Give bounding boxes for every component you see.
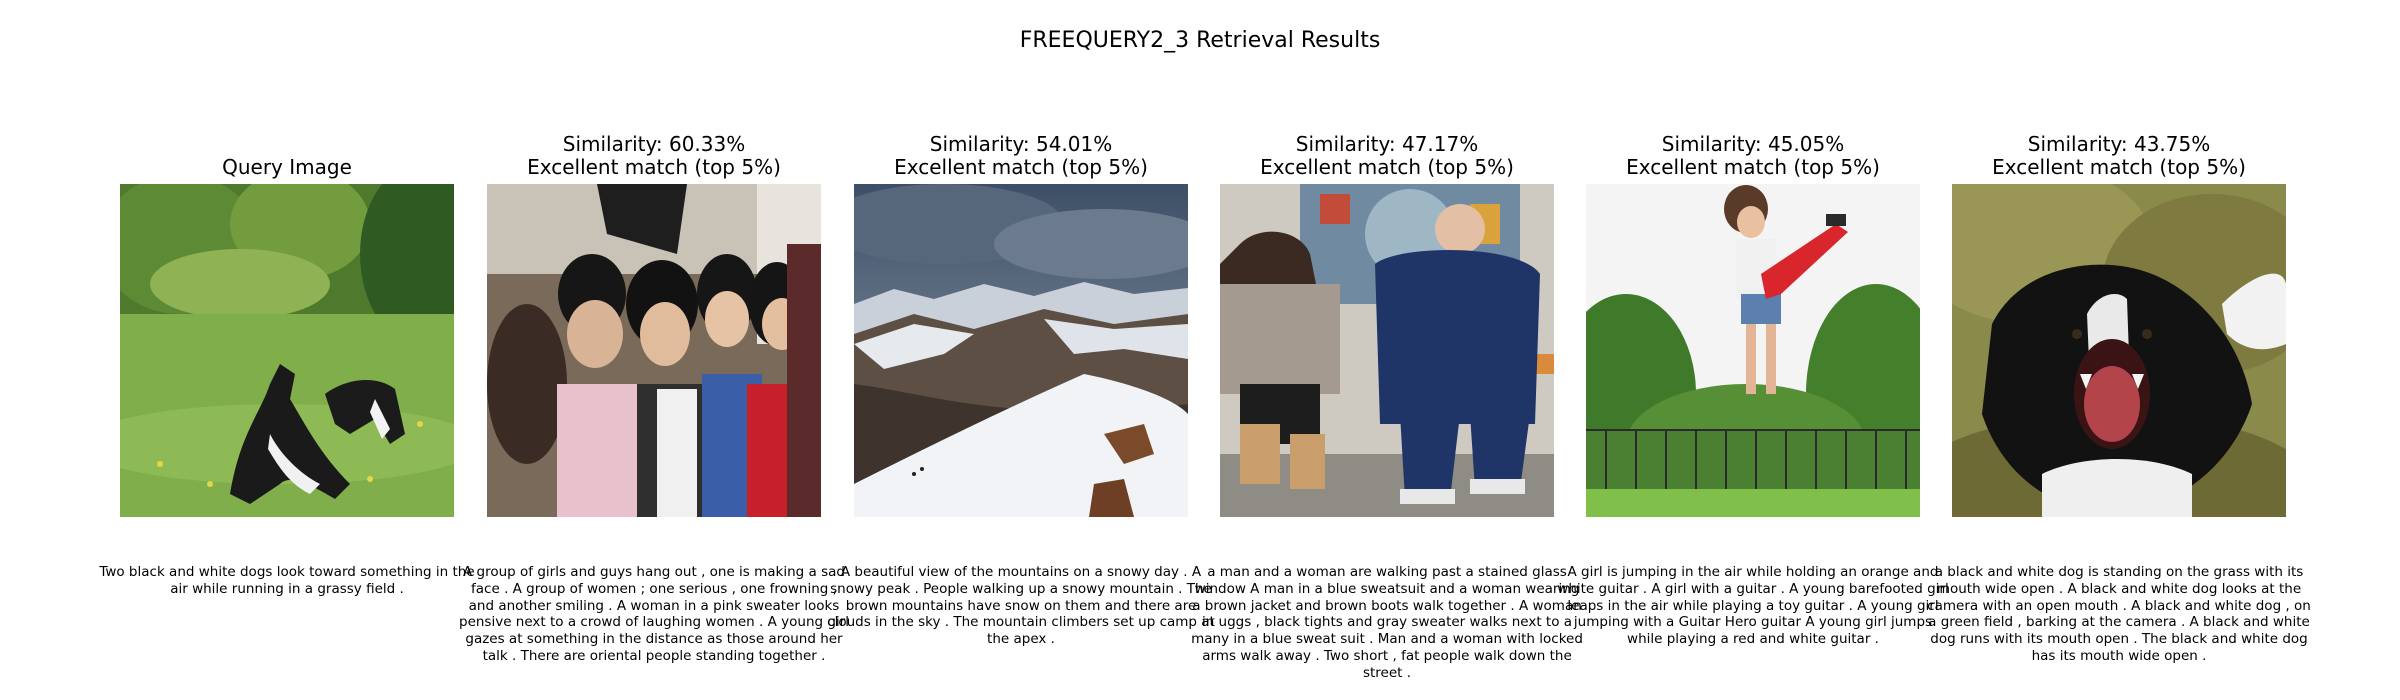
caption: A girl is jumping in the air while holdi… xyxy=(1557,564,1949,648)
result-panel: Similarity: 47.17% Excellent match (top … xyxy=(1191,0,1583,700)
panel-title-line: Query Image xyxy=(222,155,352,179)
query-image xyxy=(120,184,454,517)
caption: Two black and white dogs look toward som… xyxy=(99,564,475,597)
match-label: Excellent match (top 5%) xyxy=(1626,155,1880,179)
match-label: Excellent match (top 5%) xyxy=(894,155,1148,179)
similarity-label: Similarity: 60.33% xyxy=(562,132,746,156)
caption: A group of girls and guys hang out , one… xyxy=(459,564,849,664)
panel-title: Similarity: 47.17% Excellent match (top … xyxy=(1190,133,1584,179)
result-panel: Similarity: 45.05% Excellent match (top … xyxy=(1557,0,1948,700)
similarity-label: Similarity: 54.01% xyxy=(929,132,1113,156)
caption: a black and white dog is standing on the… xyxy=(1927,564,2311,664)
panel-title: Query Image xyxy=(90,156,484,179)
result-image xyxy=(487,184,821,517)
result-image xyxy=(1586,184,1920,517)
panel-title: Similarity: 43.75% Excellent match (top … xyxy=(1922,133,2316,179)
similarity-label: Similarity: 43.75% xyxy=(2027,132,2211,156)
result-panel: Similarity: 60.33% Excellent match (top … xyxy=(459,0,849,700)
figure-title: FREEQUERY2_3 Retrieval Results xyxy=(1019,28,1381,53)
caption: A beautiful view of the mountains on a s… xyxy=(827,564,1215,648)
panel-title: Similarity: 45.05% Excellent match (top … xyxy=(1556,133,1950,179)
result-panel: Similarity: 43.75% Excellent match (top … xyxy=(1927,0,2311,700)
panel-title: Similarity: 60.33% Excellent match (top … xyxy=(457,133,851,179)
result-image xyxy=(1952,184,2286,517)
similarity-label: Similarity: 45.05% xyxy=(1661,132,1845,156)
similarity-label: Similarity: 47.17% xyxy=(1295,132,1479,156)
match-label: Excellent match (top 5%) xyxy=(1260,155,1514,179)
result-image xyxy=(1220,184,1554,517)
match-label: Excellent match (top 5%) xyxy=(527,155,781,179)
query-panel: Query Image Two black and white dogs loo… xyxy=(99,0,474,700)
result-image xyxy=(854,184,1188,517)
panel-title: Similarity: 54.01% Excellent match (top … xyxy=(824,133,1218,179)
result-panel: Similarity: 54.01% Excellent match (top … xyxy=(827,0,1215,700)
caption: a man and a woman are walking past a sta… xyxy=(1191,564,1583,681)
match-label: Excellent match (top 5%) xyxy=(1992,155,2246,179)
